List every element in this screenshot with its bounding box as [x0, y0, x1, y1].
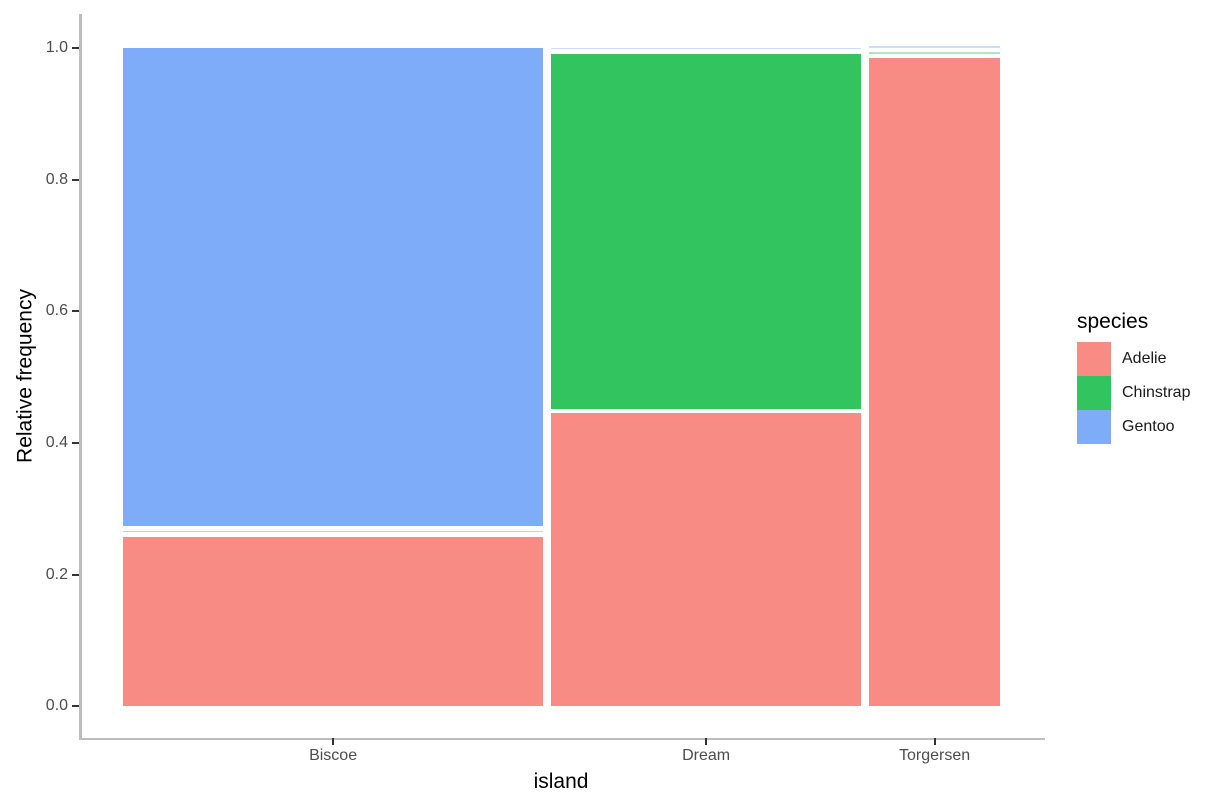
y-axis-title: Relative frequency: [13, 289, 37, 463]
y-tick-label: 0.0: [45, 697, 68, 715]
mosaic-cell-torgersen-gentoo: [869, 46, 1000, 48]
mosaic-cell-dream-gentoo: [551, 47, 862, 50]
mosaic-cell-dream-chinstrap: [551, 53, 862, 409]
x-tick-label: Torgersen: [898, 747, 971, 764]
y-tick-label: 1.0: [45, 39, 68, 56]
x-tick-label: Dream: [682, 747, 731, 764]
x-axis-title: island: [533, 770, 589, 793]
y-tick-mark: [72, 310, 79, 313]
x-tick-mark: [332, 738, 335, 745]
legend-label-adelie: Adelie: [1122, 350, 1167, 367]
y-tick-label: 0.2: [45, 565, 68, 583]
y-tick-label: 0.8: [45, 170, 68, 188]
mosaic-cell-biscoe-chinstrap: [123, 530, 544, 533]
mosaic-cell-dream-adelie: [551, 413, 862, 707]
x-tick-mark: [933, 738, 936, 745]
y-tick-label: 0.4: [45, 433, 68, 451]
mosaic-cell-torgersen-chinstrap: [869, 52, 1000, 54]
x-tick-mark: [705, 738, 708, 745]
legend-title: species: [1077, 310, 1149, 333]
y-tick-mark: [72, 705, 79, 708]
mosaic-cell-biscoe-gentoo: [123, 47, 544, 527]
y-tick-mark: [72, 178, 79, 181]
y-tick-mark: [72, 441, 79, 444]
legend-swatch-chinstrap: [1077, 376, 1111, 410]
y-axis-line: [79, 14, 82, 740]
y-tick-mark: [72, 47, 79, 49]
legend-label-chinstrap: Chinstrap: [1122, 384, 1191, 401]
legend-swatch-adelie: [1077, 342, 1111, 376]
y-tick-mark: [72, 573, 79, 576]
mosaic-cell-biscoe-adelie: [123, 536, 544, 707]
x-axis-line: [79, 737, 1045, 740]
y-tick-label: 0.6: [45, 302, 68, 320]
legend-label-gentoo: Gentoo: [1122, 418, 1175, 435]
mosaic-cell-torgersen-adelie: [869, 58, 1000, 707]
x-tick-label: Biscoe: [309, 747, 358, 764]
legend-swatch-gentoo: [1077, 410, 1111, 444]
